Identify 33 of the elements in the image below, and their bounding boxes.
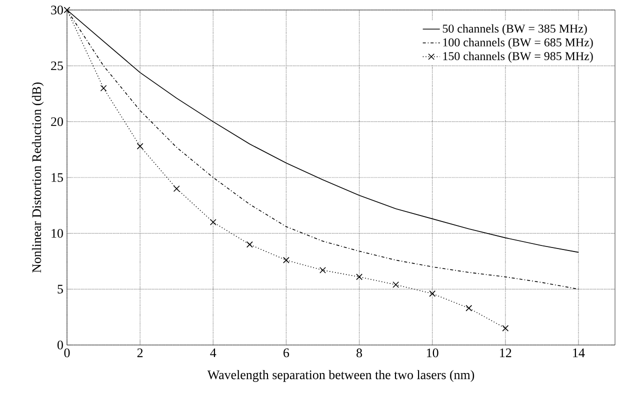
point: [64, 6, 70, 14]
point: [502, 325, 509, 332]
x-tick-label: 10: [427, 348, 438, 358]
legend-label: 100 channels (BW = 685 MHz): [443, 38, 593, 49]
point: [392, 281, 400, 288]
legend-label: 150 channels (BW = 985 MHz): [443, 52, 593, 63]
y-tick-label: 5: [58, 284, 63, 294]
y-tick-label: 0: [58, 340, 63, 350]
y-tick-label: 30: [51, 6, 63, 14]
y-tick-label: 10: [52, 228, 63, 238]
point: [466, 304, 472, 312]
point: [429, 290, 436, 297]
y-tick-label: 25: [51, 61, 63, 70]
point: [246, 241, 253, 248]
point: [173, 185, 180, 192]
x-tick-label: 4: [210, 348, 216, 358]
y-axis-title: Nonlinear Distortion Reduction (dB): [32, 82, 44, 273]
point: [210, 218, 216, 226]
x-tick-label: 2: [137, 348, 143, 358]
x-axis-title: Wavelength separation between the two lasers (nm): [207, 370, 474, 382]
point: [100, 84, 107, 92]
x-tick-label: 0: [64, 348, 70, 358]
point: [356, 274, 362, 280]
x-tick-label: 6: [284, 348, 290, 358]
point: [282, 256, 290, 264]
point: [136, 143, 144, 150]
y-tick-label: 15: [52, 173, 63, 182]
x-tick-label: 12: [500, 348, 512, 358]
x-tick-label: 8: [356, 348, 362, 358]
x-tick-label: 14: [573, 348, 585, 358]
point: [320, 266, 326, 274]
legend-label: 50 channels (BW = 385 MHz): [442, 24, 587, 36]
y-tick-label: 20: [51, 117, 63, 126]
